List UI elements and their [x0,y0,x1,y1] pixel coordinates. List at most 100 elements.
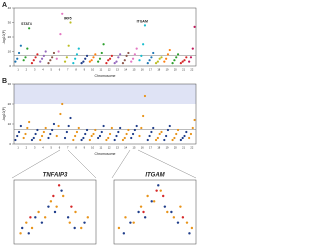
snp-dot [66,216,70,219]
snp-dot [47,205,50,208]
snp-dot [143,24,147,27]
snp-dot [61,102,64,106]
snp-dot [146,194,149,198]
snp-dot [86,216,90,219]
snp-dot [131,57,135,60]
y-tick-label: 30 [8,20,12,24]
snp-dot [44,126,47,130]
snp-dot [124,216,127,219]
band-shade [14,84,196,104]
snp-dot [139,205,143,208]
x-tick-label: 10 [91,68,94,72]
x-tick-label: 15 [133,146,136,150]
snp-dot [19,44,22,47]
snp-dot [172,216,176,219]
snp-dot [185,56,188,59]
snp-dot [100,51,103,55]
snp-dot [32,136,35,140]
snp-dot [173,136,176,140]
snp-dot [166,53,170,56]
snp-dot [55,57,58,60]
snp-dot [26,47,29,50]
x-tick-label: 21 [182,68,185,72]
snp-dot [29,216,32,219]
snp-dot [142,210,145,214]
y-tick-label: 20 [8,35,12,39]
x-tick-label: 2 [26,146,28,150]
snp-dot [163,205,167,208]
x-tick-label: 22 [190,146,193,150]
snp-dot [88,138,91,142]
snp-dot [55,205,58,208]
snp-dot [143,94,147,98]
snp-dot [24,56,27,59]
snp-dot [69,21,72,24]
snp-dot [105,138,108,142]
gene-label: ITGAM [137,19,148,23]
gene-label: IRF5 [64,16,72,20]
snp-dot [28,120,31,124]
snp-dot [119,126,122,130]
snp-dot [51,56,54,59]
zoom-frame [113,179,197,245]
snp-dot [84,57,87,60]
snp-dot [80,62,83,65]
zoom-connector [137,149,197,179]
snp-dot [152,126,155,130]
snp-dot [154,138,158,142]
snp-dot [94,53,97,56]
snp-dot [107,136,110,140]
snp-dot [67,44,70,47]
gene-label: STAT4 [21,22,32,26]
snp-dot [105,62,108,65]
snp-dot [148,134,151,138]
snp-dot [138,134,141,138]
snp-dot [74,134,77,138]
snp-dot [193,25,196,28]
snp-dot [191,47,194,50]
snp-dot [47,62,50,65]
snp-dot [49,132,52,136]
snp-dot [113,138,116,142]
snp-dot [26,126,29,130]
snp-dot [110,126,113,130]
x-tick-label: 4 [42,146,44,150]
snp-dot [175,56,178,59]
snp-dot [30,62,34,65]
snp-dot [130,136,133,140]
snp-dot [152,51,155,55]
snp-dot [85,128,89,132]
x-tick-label: 17 [149,146,152,150]
x-tick-label: 6 [59,146,61,150]
x-tick-label: 7 [67,146,69,150]
snp-dot [181,216,185,219]
snp-dot [185,130,188,134]
snp-dot [44,50,47,53]
snp-dot [142,43,145,46]
snp-dot [36,128,39,132]
snp-dot [34,56,37,59]
snp-dot [117,56,120,59]
x-tick-label: 20 [174,146,177,150]
x-tick-label: 5 [51,146,53,150]
snp-dot [179,62,182,65]
snp-dot [142,114,145,118]
y-tick-label: 20 [8,102,12,106]
snp-dot [127,51,130,55]
snp-dot [34,216,37,219]
snp-dot [57,184,61,187]
snp-dot [159,189,162,192]
snp-dot [171,62,174,65]
snp-dot [72,62,75,65]
zoom-connector [11,149,61,179]
x-tick-label: 16 [141,68,144,72]
snp-dot [117,226,121,230]
snp-dot [157,184,160,187]
snp-dot [17,130,21,134]
x-tick-label: 7 [67,68,69,72]
x-tick-label: 11 [100,146,103,150]
x-tick-label: 10 [91,146,94,150]
snp-dot [183,134,186,138]
snp-dot [137,210,140,214]
snp-dot [85,54,89,57]
